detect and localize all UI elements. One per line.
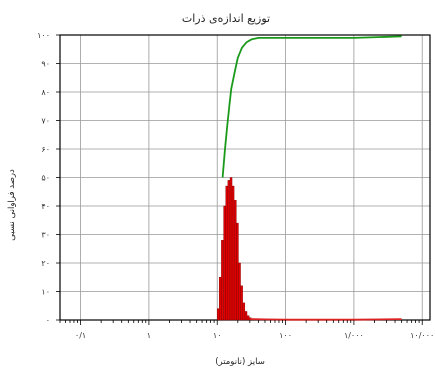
histogram-bar <box>221 239 224 321</box>
y-axis-title: درصد فراوانی نسبی <box>7 169 17 241</box>
y-tick-label: ۵۰ <box>41 174 50 183</box>
histogram-bar <box>229 177 233 321</box>
y-tick-label: ۲۰ <box>41 259 50 268</box>
histogram-bar <box>225 185 228 321</box>
y-tick-label: ۱۰۰ <box>37 31 50 40</box>
series-line <box>221 35 402 178</box>
x-tick-label: ۱۰/۰۰۰ <box>410 331 434 340</box>
y-tick-label: ۹۰ <box>41 60 50 69</box>
series-line <box>249 318 402 321</box>
chart-title: توزیع اندازه‌ی ذرات <box>182 12 270 25</box>
histogram-bar <box>236 222 239 321</box>
y-tick-label: ۶۰ <box>41 145 50 154</box>
histogram-bar <box>242 302 246 321</box>
histogram-bar <box>234 200 237 321</box>
y-tick-label: ۴۰ <box>41 202 50 211</box>
x-tick-label: ۱/۰۰۰ <box>344 331 364 340</box>
x-axis-title: سایز (نانومتر) <box>215 357 265 367</box>
series-lines <box>221 35 402 321</box>
histogram-bar <box>246 315 250 321</box>
histogram-bar <box>238 262 241 321</box>
x-axis-ticks: ۰/۱ ۱ ۱۰ ۱۰۰ ۱/۰۰۰ ۱۰/۰۰۰ <box>59 320 434 340</box>
x-tick-label: ۰/۱ <box>75 331 86 340</box>
y-tick-label: ۷۰ <box>41 117 50 126</box>
histogram-bar <box>231 185 235 321</box>
histogram-bar <box>217 308 220 321</box>
y-tick-label: ۳۰ <box>41 231 50 240</box>
x-tick-label: ۱۰ <box>213 331 222 340</box>
histogram-bar <box>244 311 248 321</box>
histogram-bar <box>219 277 222 321</box>
x-tick-label: ۱ <box>147 331 151 340</box>
histogram-bar <box>223 205 226 321</box>
y-axis-ticks: ۰ ۱۰ ۲۰ ۳۰ ۴۰ ۵۰ ۶۰ ۷۰ ۸۰ ۹۰ ۱۰۰ <box>37 31 60 325</box>
histogram-bars <box>217 177 252 321</box>
grid <box>60 35 430 320</box>
histogram-bar <box>227 180 231 321</box>
x-tick-label: ۱۰۰ <box>279 331 292 340</box>
histogram-bar <box>240 285 243 321</box>
y-tick-label: ۰ <box>46 316 50 325</box>
y-tick-label: ۱۰ <box>41 288 50 297</box>
y-tick-label: ۸۰ <box>41 88 50 97</box>
